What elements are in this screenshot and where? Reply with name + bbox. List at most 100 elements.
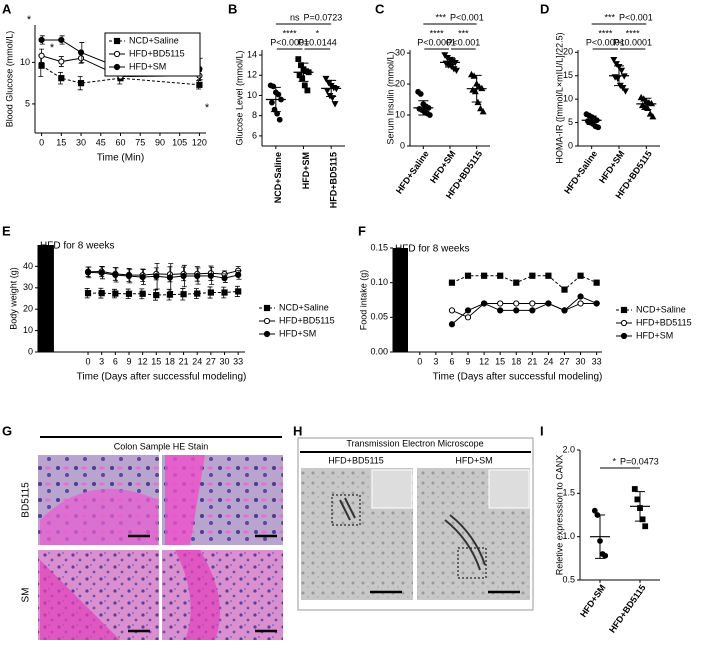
annotation: * xyxy=(205,102,210,114)
micrograph xyxy=(162,550,283,640)
point xyxy=(513,307,520,314)
p-value: P<0.001 xyxy=(450,12,484,22)
point xyxy=(417,91,424,97)
x-tick-label: 6 xyxy=(449,356,454,366)
point xyxy=(84,290,92,297)
panel-g: G Colon Sample HE Stain BD5115 SM xyxy=(2,423,283,640)
point xyxy=(631,486,638,492)
y-tick-label: 0.15 xyxy=(370,242,388,252)
legend-marker xyxy=(620,306,628,314)
x-tick-label: 15 xyxy=(56,137,66,147)
x-tick-label: 12 xyxy=(138,356,148,366)
point xyxy=(448,321,456,328)
x-tick-label: 33 xyxy=(592,356,602,366)
point xyxy=(646,110,654,117)
annotation: * xyxy=(50,42,55,54)
point xyxy=(125,272,133,280)
sd-whisker xyxy=(270,86,281,113)
p-value: P=0.0723 xyxy=(304,12,343,22)
y-tick-label: 15 xyxy=(563,70,573,80)
point xyxy=(591,507,598,514)
y-tick-label: 14 xyxy=(247,49,257,59)
p-value: P=0.0473 xyxy=(620,456,659,466)
x-tick-label: 75 xyxy=(135,137,145,147)
shaded-period xyxy=(38,245,54,352)
sd-whisker xyxy=(298,62,309,82)
panel-letter: B xyxy=(228,1,237,16)
x-tick-label: HFD+BD5115 xyxy=(607,583,647,635)
y-tick-label: 10 xyxy=(395,109,405,119)
series-line xyxy=(451,275,597,291)
series-line xyxy=(41,65,200,86)
point xyxy=(577,293,584,300)
panel-letter: A xyxy=(2,1,12,16)
panel-letter: G xyxy=(2,423,12,438)
x-tick-label: 30 xyxy=(220,356,230,366)
y-axis-label: Serum Insulin (mmol/L) xyxy=(385,51,395,144)
point xyxy=(166,274,174,281)
point xyxy=(166,291,174,298)
sd-whisker xyxy=(471,74,482,103)
significance-stars: **** xyxy=(283,28,298,38)
x-tick-label: 24 xyxy=(192,356,202,366)
point xyxy=(595,124,602,131)
point xyxy=(207,289,214,296)
point xyxy=(545,272,552,279)
y-tick-label: 40 xyxy=(23,261,33,271)
point xyxy=(479,108,487,115)
p-value: P<0.0001 xyxy=(586,37,625,47)
x-tick-label: 0 xyxy=(86,356,91,366)
y-axis-label: HOMA-IR ([mmol/L×mIU/L]/22.5) xyxy=(554,32,564,163)
point xyxy=(610,56,618,64)
row-label: BD5115 xyxy=(21,482,32,518)
point xyxy=(513,300,520,307)
membrane xyxy=(339,497,486,571)
point xyxy=(270,83,277,90)
panel-letter: H xyxy=(293,423,302,438)
point xyxy=(180,272,187,280)
significance-stars: **** xyxy=(430,28,445,38)
y-axis-label: Body weight (g) xyxy=(8,267,18,330)
y-tick-label: 30 xyxy=(395,47,405,57)
legend-label: NCD+Saline xyxy=(636,304,686,314)
legend-label: HFD+BD5115 xyxy=(636,317,692,327)
point xyxy=(275,91,282,98)
point xyxy=(323,88,331,95)
point xyxy=(593,279,600,286)
y-tick-label: 5 xyxy=(25,98,30,108)
y-tick-label: 10 xyxy=(20,57,30,67)
column-label: HFD+BD5115 xyxy=(328,455,384,465)
legend-label: HFD+SM xyxy=(129,61,166,71)
point xyxy=(464,307,472,314)
y-tick-label: 0 xyxy=(568,140,573,150)
x-tick-label: 90 xyxy=(155,137,165,147)
point xyxy=(513,279,520,286)
point xyxy=(58,75,65,82)
y-tick-label: 5 xyxy=(568,117,573,127)
point xyxy=(221,275,228,282)
tissue xyxy=(40,488,158,545)
point xyxy=(98,290,105,297)
p-value: P<0.0001 xyxy=(417,37,456,47)
legend-marker xyxy=(620,332,628,340)
x-tick-label: 15 xyxy=(151,356,161,366)
y-tick-label: 0.05 xyxy=(370,312,388,322)
legend-marker xyxy=(263,304,271,312)
row-label: SM xyxy=(21,588,32,603)
point xyxy=(58,36,65,44)
x-axis-label: Time (Min) xyxy=(97,153,144,164)
significance-stars: *** xyxy=(458,28,469,38)
sd-whisker xyxy=(418,100,429,116)
point xyxy=(139,274,146,281)
point xyxy=(448,307,456,314)
y-tick-label: 0 xyxy=(28,346,33,356)
point xyxy=(448,279,456,286)
legend-label: HFD+BD5115 xyxy=(279,315,335,325)
sd-whisker xyxy=(326,79,337,97)
x-tick-label: 21 xyxy=(179,356,189,366)
point xyxy=(453,67,460,75)
p-value: P<0.001 xyxy=(619,12,653,22)
point xyxy=(38,36,45,44)
significance-stars: ns xyxy=(290,12,300,22)
